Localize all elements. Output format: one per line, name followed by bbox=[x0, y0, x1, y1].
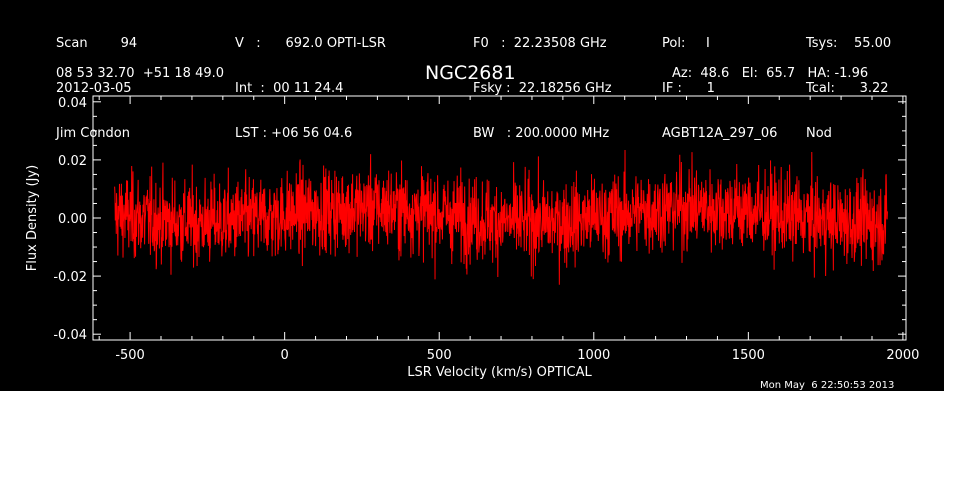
tsys: Tsys: 55.00 bbox=[806, 36, 892, 51]
lst: LST : +06 56 04.6 bbox=[235, 126, 353, 141]
az-el-ha: Az: 48.6 El: 65.7 HA: -1.96 bbox=[672, 66, 869, 81]
spectrum-chart: -500 0 500 1000 1500 2000 -0.04 -0.02 0.00 0.02 0… bbox=[25, 95, 919, 380]
x-axis: -500 0 500 1000 1500 2000 bbox=[98, 96, 919, 363]
bandwidth: BW : 200.0000 MHz bbox=[473, 126, 610, 141]
x-axis-label: LSR Velocity (km/s) OPTICAL bbox=[407, 365, 592, 380]
x-tick-label: 1500 bbox=[732, 348, 765, 363]
scan-info: Scan 94 2012-03-05 Jim Condon bbox=[56, 6, 137, 171]
x-tick-label: 0 bbox=[281, 348, 289, 363]
spectrum-line bbox=[114, 150, 888, 285]
object-name: NGC2681 bbox=[425, 62, 516, 84]
x-tick-label: -500 bbox=[115, 348, 145, 363]
y-axis: -0.04 -0.02 0.00 0.02 0.04 bbox=[53, 96, 906, 343]
y-tick-label: -0.02 bbox=[53, 270, 87, 285]
y-tick-label: 0.04 bbox=[58, 96, 87, 111]
y-axis-label: Flux Density (Jy) bbox=[25, 165, 40, 271]
pol-info: Pol: I IF : 1 AGBT12A_297_06 bbox=[662, 6, 777, 171]
y-tick-label: 0.00 bbox=[58, 212, 87, 227]
rest-frequency: F0 : 22.23508 GHz bbox=[473, 36, 607, 51]
x-tick-label: 1000 bbox=[577, 348, 610, 363]
if-number: IF : 1 bbox=[662, 81, 715, 96]
y-tick-label: -0.04 bbox=[53, 328, 87, 343]
velocity-info: V : 692.0 OPTI-LSR Int : 00 11 24.4 LST … bbox=[235, 6, 386, 171]
project-id: AGBT12A_297_06 bbox=[662, 126, 778, 141]
source-coordinates: 08 53 32.70 +51 18 49.0 bbox=[56, 66, 225, 81]
integration-time: Int : 00 11 24.4 bbox=[235, 81, 344, 96]
spectrum-trace-layer bbox=[114, 150, 888, 285]
x-tick-label: 2000 bbox=[886, 348, 919, 363]
scan-number: Scan 94 bbox=[56, 36, 138, 51]
frequency-info: F0 : 22.23508 GHz Fsky : 22.18256 GHz BW… bbox=[473, 6, 612, 171]
polarization: Pol: I bbox=[662, 36, 710, 51]
observation-date: 2012-03-05 bbox=[56, 81, 132, 96]
timestamp: Mon May 6 22:50:53 2013 bbox=[760, 380, 895, 391]
velocity: V : 692.0 OPTI-LSR bbox=[235, 36, 386, 51]
y-tick-label: 0.02 bbox=[58, 154, 87, 169]
sky-frequency: Fsky : 22.18256 GHz bbox=[473, 81, 612, 96]
plot-panel: Scan 94 2012-03-05 Jim Condon V : 692.0 … bbox=[0, 0, 944, 391]
tcal: Tcal: 3.22 bbox=[806, 81, 889, 96]
procedure: Nod bbox=[806, 126, 832, 141]
x-tick-label: 500 bbox=[427, 348, 452, 363]
tsys-info: Tsys: 55.00 Tcal: 3.22 Nod bbox=[806, 6, 891, 171]
